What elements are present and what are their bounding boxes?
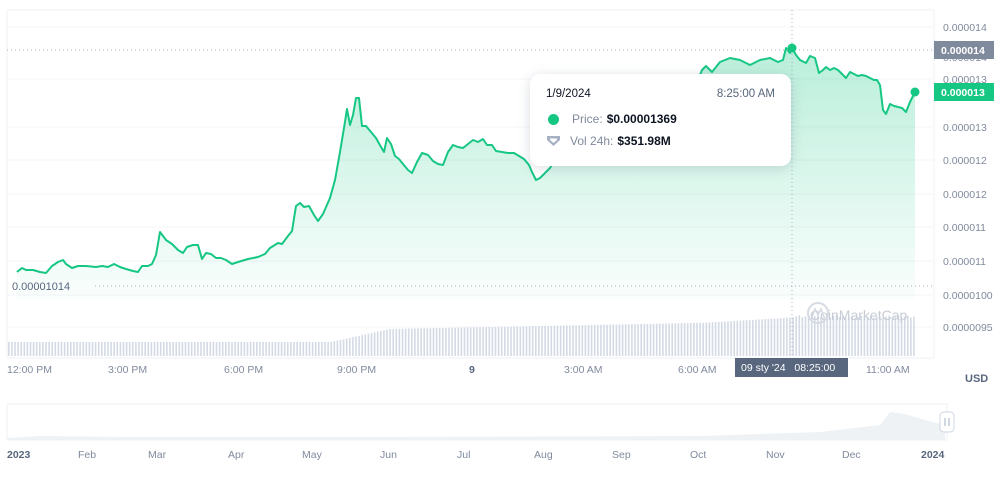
price-dot-icon [548, 113, 559, 125]
svg-text:6:00 AM: 6:00 AM [678, 364, 717, 376]
svg-text:0.000013: 0.000013 [943, 122, 987, 134]
price-line[interactable] [16, 47, 916, 274]
volume-bars [8, 315, 915, 356]
svg-text:Jun: Jun [380, 449, 397, 461]
svg-text:6:00 PM: 6:00 PM [224, 364, 263, 376]
currency-label: USD [965, 373, 988, 385]
svg-text:3:00 AM: 3:00 AM [564, 364, 603, 376]
svg-text:09 sty '24 08:25:00: 09 sty '24 08:25:00 [741, 362, 835, 374]
tooltip-date: 1/9/2024 [546, 88, 591, 100]
y-axis: 0.000014 0.000014 0.000013 0.000013 0.000012… [943, 22, 993, 334]
svg-text:Mar: Mar [148, 449, 167, 461]
navigator-handle[interactable] [939, 411, 955, 433]
crosshair-point [787, 43, 797, 53]
svg-text:Feb: Feb [78, 449, 96, 461]
svg-text:Aug: Aug [534, 449, 553, 461]
watermark-logo-icon [807, 302, 829, 324]
svg-text:0.000012: 0.000012 [943, 189, 987, 201]
crosshair-price-badge: 0.000014 [934, 41, 994, 59]
watermark-text: CoinMarketCap [810, 307, 907, 323]
svg-text:9:00 PM: 9:00 PM [337, 364, 376, 376]
tooltip-price-value: $0.00001369 [606, 112, 677, 126]
svg-text:0.000011: 0.000011 [943, 256, 986, 268]
svg-text:0.000011: 0.000011 [943, 222, 986, 234]
svg-text:Dec: Dec [842, 449, 861, 461]
tooltip-vol-value: $351.98M [617, 134, 671, 148]
tooltip-price-label: Price: [572, 112, 603, 126]
svg-text:Jul: Jul [457, 449, 470, 461]
crosshair-time-badge: 09 sty '24 08:25:00 [735, 358, 848, 377]
svg-text:Oct: Oct [690, 449, 706, 461]
svg-text:11:00 AM: 11:00 AM [866, 364, 910, 376]
last-price-point [910, 87, 920, 97]
navigator-axis: 2023 Feb Mar Apr May Jun Jul Aug Sep Oct Nov Dec 202… [7, 449, 945, 461]
current-price-badge: 0.000013 [934, 83, 994, 101]
range-navigator[interactable] [6, 403, 955, 441]
volume-shield-icon [547, 136, 560, 146]
svg-text:9: 9 [469, 364, 475, 376]
svg-text:12:00 PM: 12:00 PM [7, 364, 52, 376]
svg-text:0.000014: 0.000014 [943, 22, 987, 34]
tooltip-vol-label: Vol 24h: [570, 134, 614, 148]
svg-text:0.000012: 0.000012 [943, 155, 987, 167]
svg-text:Sep: Sep [612, 449, 631, 461]
svg-text:0.0000100: 0.0000100 [943, 290, 993, 302]
tooltip-time: 8:25:00 AM [716, 88, 775, 100]
chart-tooltip: 1/9/2024 8:25:00 AM Price: $0.00001369 V… [530, 74, 791, 166]
x-axis: 12:00 PM 3:00 PM 6:00 PM 9:00 PM 9 3:00 AM 6:0… [7, 364, 910, 376]
svg-text:0.0000095: 0.0000095 [943, 322, 993, 334]
svg-text:0.000013: 0.000013 [941, 87, 985, 99]
svg-text:3:00 PM: 3:00 PM [108, 364, 147, 376]
svg-text:Nov: Nov [766, 449, 785, 461]
svg-text:2023: 2023 [7, 449, 31, 461]
svg-text:0.000014: 0.000014 [941, 45, 985, 57]
svg-text:Apr: Apr [228, 449, 245, 461]
open-price-label: 0.00001014 [12, 281, 70, 293]
svg-text:May: May [302, 449, 323, 461]
svg-text:2024: 2024 [921, 449, 945, 461]
